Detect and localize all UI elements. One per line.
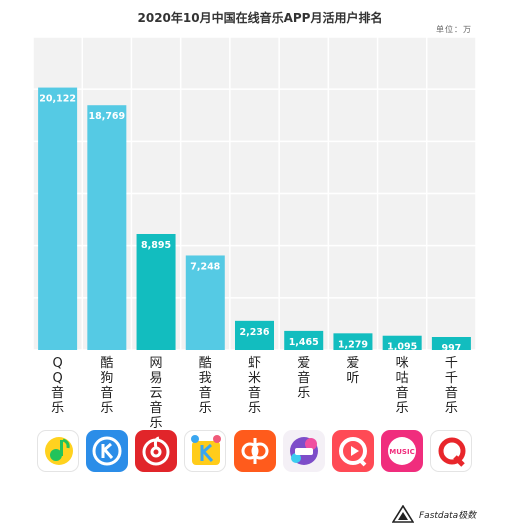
category-label: 爱音乐 [297, 356, 311, 401]
qq-music-icon [36, 430, 79, 472]
category-label: QQ音乐 [51, 356, 65, 416]
bar-value-label: 997 [441, 343, 461, 354]
bar-value-label: 7,248 [190, 261, 220, 272]
bar [333, 333, 373, 350]
bars [38, 87, 471, 351]
bar [185, 255, 225, 350]
xiami-icon [233, 430, 276, 472]
bar [87, 105, 127, 351]
chart-title: 2020年10月中国在线音乐APP月活用户排名 [137, 11, 383, 25]
category-label: 咪咕音乐 [395, 356, 409, 416]
netease-cloud-music-icon [135, 430, 178, 472]
bar-value-label: 1,279 [338, 339, 368, 350]
imusic-icon [282, 430, 325, 472]
bar-chart: 20,122 18,769 8,895 7,248 2,236 1,465 1,279 1,0… [33, 37, 476, 354]
svg-text:MUSIC: MUSIC [389, 448, 414, 456]
category-label: 酷狗音乐 [100, 356, 114, 416]
migu-icon: MUSIC [381, 430, 424, 472]
bar [431, 336, 471, 350]
unit-label: 单位：万 [436, 25, 472, 34]
bar [38, 87, 78, 350]
bar-value-label: 18,769 [88, 111, 125, 122]
bar [136, 233, 176, 350]
category-label: 千千音乐 [444, 356, 458, 416]
bar [284, 330, 324, 350]
bar-value-label: 1,465 [289, 337, 319, 348]
value-labels: 20,122 18,769 8,895 7,248 2,236 1,465 1,279 1,0… [39, 94, 461, 354]
category-label: 酷我音乐 [198, 356, 212, 416]
brand-logo-icon [392, 505, 414, 523]
kugou-icon [85, 430, 128, 472]
bar-value-label: 2,236 [239, 327, 269, 338]
bar-value-label: 1,095 [387, 342, 417, 353]
category-label: 爱听 [346, 356, 360, 386]
aiting-icon [331, 430, 374, 472]
brand-watermark: Fastdata极数 [392, 505, 476, 523]
qianqian-icon [430, 430, 473, 472]
brand-text: Fastdata极数 [419, 510, 477, 521]
category-label: 虾米音乐 [247, 356, 261, 416]
kuwo-icon [184, 430, 227, 472]
bar [235, 320, 274, 350]
bar-value-label: 8,895 [141, 240, 171, 251]
bar [382, 335, 422, 350]
bar-value-label: 20,122 [39, 94, 76, 105]
category-label: 网易云音乐 [149, 356, 163, 431]
